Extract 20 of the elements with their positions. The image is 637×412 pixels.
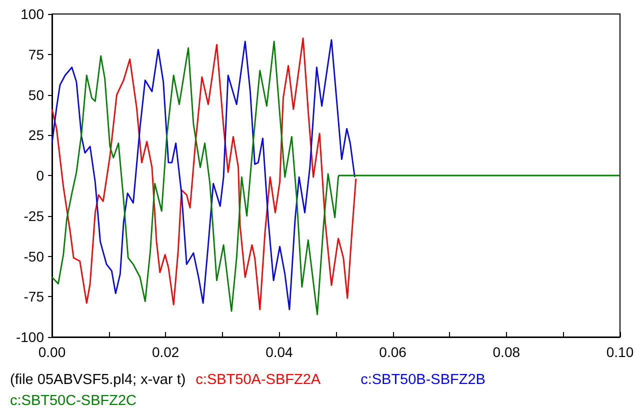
x-tick-label: 0.06 xyxy=(379,344,407,360)
y-tick-label: -50 xyxy=(24,248,44,264)
y-tick-label: 75 xyxy=(28,46,44,62)
text: c:SBT50A-SBFZ2A xyxy=(196,371,321,390)
x-tick-label: 0.04 xyxy=(266,344,294,360)
y-tick-label: 0 xyxy=(36,168,44,184)
y-tick-label: 50 xyxy=(28,86,44,103)
text: (file 05ABVSF5.pl4; x-var t) xyxy=(10,371,186,390)
x-tick-label: 0.10 xyxy=(606,344,634,360)
y-tick-label: -75 xyxy=(24,288,44,305)
x-tick-label: 0.02 xyxy=(152,344,180,360)
y-tick-label: 25 xyxy=(28,127,44,144)
x-tick-label: 0.08 xyxy=(492,344,520,360)
text: c:SBT50C-SBFZ2C xyxy=(10,392,136,411)
line-series xyxy=(51,40,621,316)
x-tick-label: 0.00 xyxy=(38,344,66,360)
text: c:SBT50B-SBFZ2B xyxy=(360,371,486,390)
y-tick-label: 100 xyxy=(20,6,44,22)
y-tick-label: -25 xyxy=(24,208,44,224)
y-tick-label: -100 xyxy=(16,329,44,345)
